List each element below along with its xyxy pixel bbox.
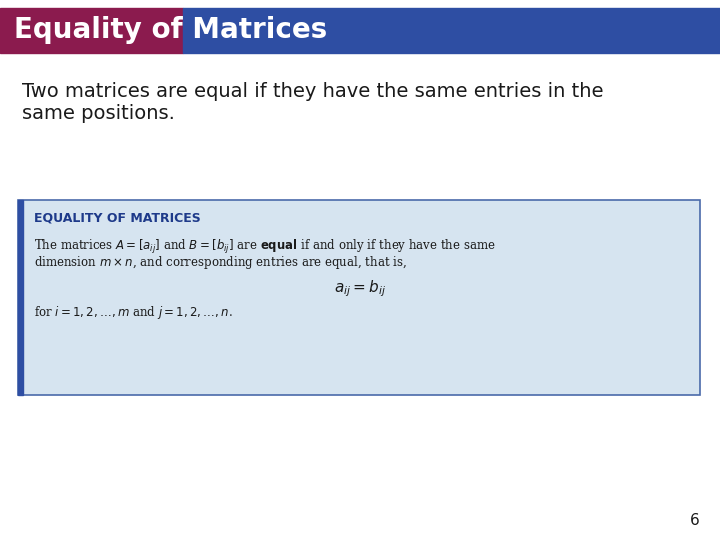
Bar xyxy=(18,200,23,395)
Text: same positions.: same positions. xyxy=(22,104,175,123)
Text: 6: 6 xyxy=(690,513,700,528)
Text: Two matrices are equal if they have the same entries in the: Two matrices are equal if they have the … xyxy=(22,82,603,101)
FancyBboxPatch shape xyxy=(18,200,700,395)
Text: The matrices $A = [a_{ij}]$ and $B = [b_{ij}]$ are $\bf{equal}$ if and only if t: The matrices $A = [a_{ij}]$ and $B = [b_… xyxy=(34,238,496,256)
Text: for $i = 1, 2, \ldots, m$ and $j = 1, 2, \ldots, n$.: for $i = 1, 2, \ldots, m$ and $j = 1, 2,… xyxy=(34,304,233,321)
Text: Equality of Matrices: Equality of Matrices xyxy=(14,17,328,44)
Text: EQUALITY OF MATRICES: EQUALITY OF MATRICES xyxy=(34,212,201,225)
Bar xyxy=(0,8,183,53)
Bar xyxy=(183,8,720,53)
Text: dimension $m \times n$, and corresponding entries are equal, that is,: dimension $m \times n$, and correspondin… xyxy=(34,254,407,271)
Text: $a_{ij} = b_{ij}$: $a_{ij} = b_{ij}$ xyxy=(334,278,386,299)
